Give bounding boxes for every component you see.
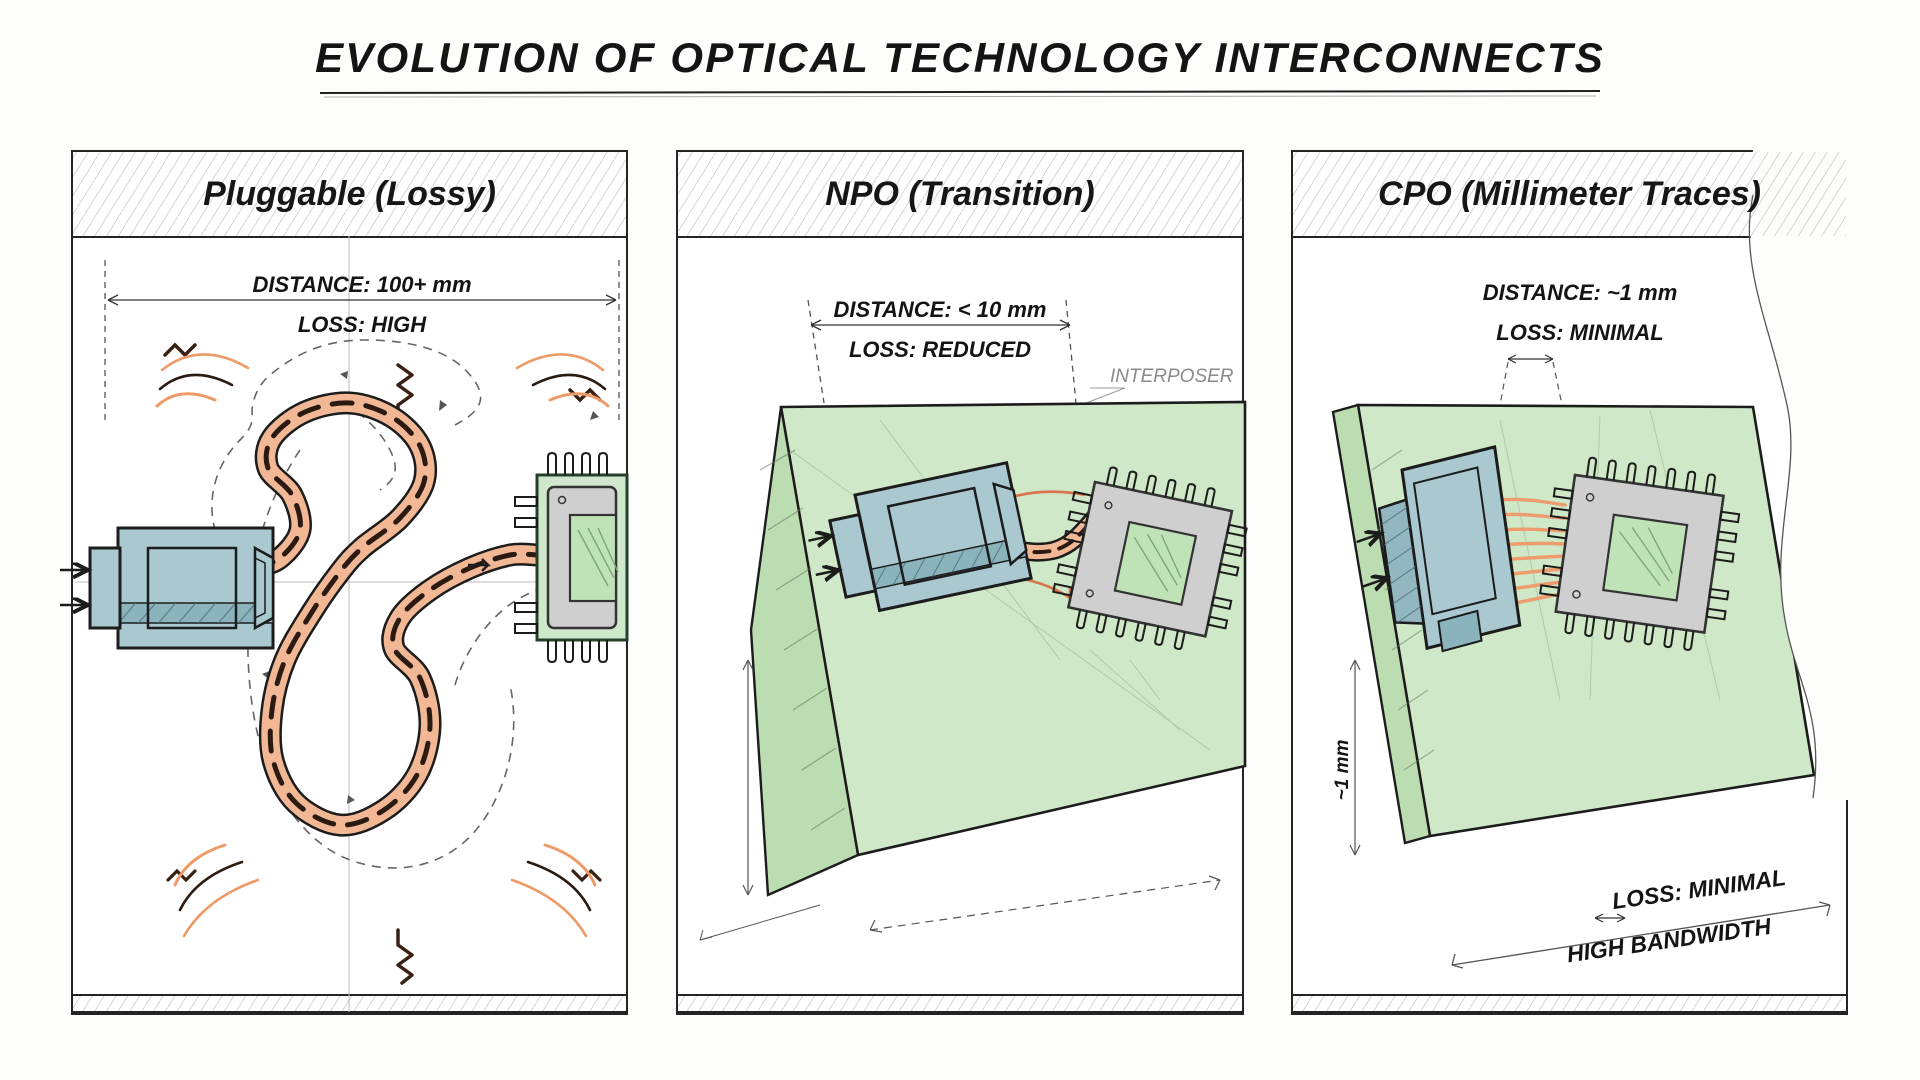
svg-text:LOSS: MINIMAL: LOSS: MINIMAL (1610, 864, 1787, 914)
svg-text:HIGH BANDWIDTH: HIGH BANDWIDTH (1565, 913, 1773, 967)
svg-text:~1 mm: ~1 mm (1332, 740, 1353, 801)
svg-text:LOSS: MINIMAL: LOSS: MINIMAL (1496, 320, 1663, 345)
svg-text:DISTANCE: ~1 mm: DISTANCE: ~1 mm (1483, 280, 1678, 305)
